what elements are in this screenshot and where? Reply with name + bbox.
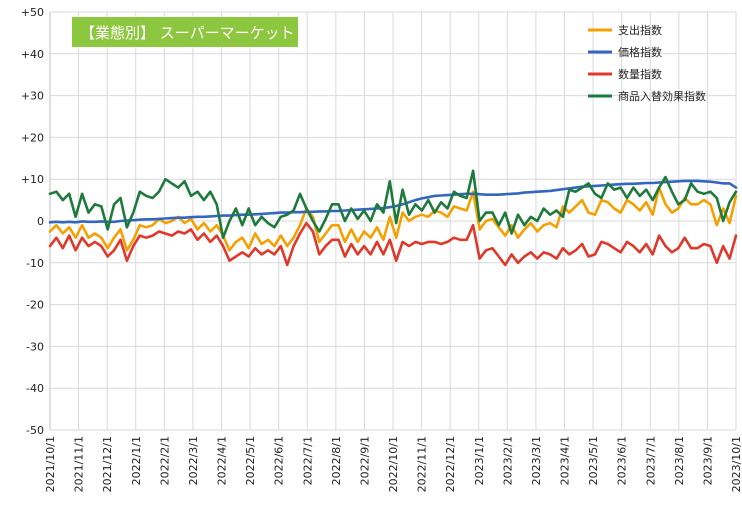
chart-title: 【業態別】 スーパーマーケット [80, 24, 295, 42]
x-tick-label: 2022/6/1 [273, 436, 286, 485]
x-tick-label: 2022/10/1 [387, 436, 400, 492]
x-tick-label: 2023/6/1 [616, 436, 629, 485]
x-tick-label: 2023/1/1 [473, 436, 486, 485]
x-tick-label: 2023/5/1 [587, 436, 600, 485]
x-tick-label: 2021/11/1 [73, 436, 86, 492]
x-tick-label: 2023/10/1 [730, 436, 742, 492]
x-tick-label: 2023/3/1 [530, 436, 543, 485]
x-tick-label: 2022/7/1 [301, 436, 314, 485]
legend-label: 価格指数 [618, 45, 662, 59]
y-tick-label: -10 [26, 257, 44, 270]
x-tick-label: 2022/1/1 [130, 436, 143, 485]
x-tick-label: 2023/9/1 [701, 436, 714, 485]
y-tick-label: +20 [21, 131, 44, 144]
y-tick-label: -50 [26, 424, 44, 437]
x-tick-label: 2022/9/1 [358, 436, 371, 485]
legend-item: 商品入替効果指数 [588, 89, 706, 103]
x-tick-label: 2022/2/1 [158, 436, 171, 485]
y-tick-label: -30 [26, 340, 44, 353]
x-tick-label: 2023/8/1 [673, 436, 686, 485]
y-tick-label: +10 [21, 173, 44, 186]
x-tick-label: 2022/5/1 [244, 436, 257, 485]
series-line-3 [48, 221, 738, 267]
x-axis: 2021/10/1 2021/11/1 2021/12/1 2022/1/1 2022/… [44, 436, 742, 492]
y-tick-label: +40 [21, 48, 44, 61]
y-axis: +50 +40 +30 +20 +10 0 -10 -20 -30 -40 -50 [21, 6, 51, 437]
legend-label: 商品入替効果指数 [618, 89, 706, 103]
chart-title-box: 【業態別】 スーパーマーケット [72, 17, 298, 47]
legend-item: 価格指数 [588, 45, 662, 59]
x-tick-label: 2022/11/1 [416, 436, 429, 492]
legend-item: 支出指数 [588, 23, 662, 37]
y-tick-label: 0 [37, 215, 44, 228]
y-tick-label: -40 [26, 382, 44, 395]
x-tick-label: 2021/12/1 [101, 436, 114, 492]
x-tick-label: 2022/4/1 [216, 436, 229, 485]
y-tick-label: +50 [21, 6, 44, 19]
legend-label: 数量指数 [618, 67, 662, 81]
x-tick-label: 2022/12/1 [444, 436, 457, 492]
x-tick-label: 2023/2/1 [501, 436, 514, 485]
legend-label: 支出指数 [618, 23, 662, 37]
x-tick-label: 2023/4/1 [559, 436, 572, 485]
x-tick-label: 2021/10/1 [44, 436, 57, 492]
series-line-4 [48, 169, 738, 239]
series-line-1 [48, 186, 738, 252]
series-lines [48, 169, 738, 267]
x-tick-label: 2023/7/1 [644, 436, 657, 485]
x-tick-label: 2022/8/1 [330, 436, 343, 485]
legend-item: 数量指数 [588, 67, 662, 81]
x-tick-label: 2022/3/1 [187, 436, 200, 485]
y-tick-label: +30 [21, 90, 44, 103]
y-tick-label: -20 [26, 299, 44, 312]
